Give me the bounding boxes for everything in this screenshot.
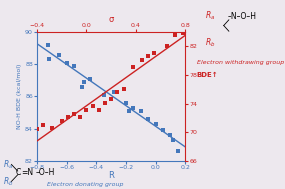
Point <box>88 77 93 80</box>
X-axis label: R: R <box>108 171 114 180</box>
X-axis label: σ: σ <box>109 15 114 24</box>
Point <box>161 129 165 132</box>
Text: $R_a$: $R_a$ <box>205 10 215 22</box>
Point <box>131 106 136 109</box>
Point <box>112 90 116 93</box>
Point <box>41 123 46 126</box>
Point <box>171 138 176 141</box>
Point <box>78 116 83 119</box>
Point <box>140 58 144 61</box>
Point <box>97 108 101 112</box>
Point <box>124 101 128 104</box>
Point <box>57 53 62 56</box>
Point <box>90 105 95 108</box>
Text: Electron withdrawing group: Electron withdrawing group <box>197 60 284 65</box>
Point <box>139 109 143 112</box>
Point <box>152 51 157 54</box>
Point <box>176 149 180 153</box>
Point <box>79 85 84 88</box>
Text: Electron donating group: Electron donating group <box>47 182 124 187</box>
Text: BDE↑: BDE↑ <box>197 72 218 78</box>
Point <box>121 87 126 90</box>
Point <box>72 112 76 115</box>
Point <box>146 55 150 58</box>
Y-axis label: NO-H BDE (kcal/mol): NO-H BDE (kcal/mol) <box>17 64 22 129</box>
Text: –N–O–H: –N–O–H <box>228 12 257 21</box>
Point <box>45 43 50 46</box>
Text: –O–H: –O–H <box>36 168 55 177</box>
Point <box>60 119 64 122</box>
Point <box>64 61 69 64</box>
Point <box>168 133 173 136</box>
Point <box>103 101 107 104</box>
Point <box>101 93 106 96</box>
Point <box>131 66 136 69</box>
Point <box>109 98 113 101</box>
Point <box>47 58 51 61</box>
Point <box>180 31 185 34</box>
Point <box>72 64 76 67</box>
Text: $R_b$: $R_b$ <box>205 36 216 49</box>
Point <box>82 81 87 84</box>
Point <box>173 33 178 36</box>
Point <box>66 116 70 119</box>
Point <box>127 109 131 112</box>
Point <box>164 44 169 47</box>
Point <box>115 91 120 94</box>
Point <box>153 122 158 125</box>
Text: $R_b$: $R_b$ <box>3 175 13 188</box>
Point <box>84 108 89 112</box>
Text: =N: =N <box>21 168 33 177</box>
Text: C: C <box>16 168 21 177</box>
Point <box>146 117 150 120</box>
Point <box>50 126 54 129</box>
Text: $R_a$: $R_a$ <box>3 158 13 171</box>
Point <box>35 127 39 130</box>
